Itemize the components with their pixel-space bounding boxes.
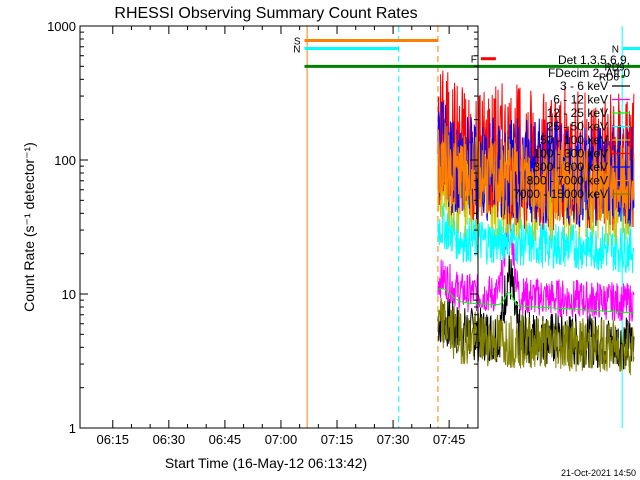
flag-label: F — [471, 55, 477, 66]
flag-label: N — [612, 44, 619, 55]
plot-border — [79, 25, 479, 429]
flag-label: S — [294, 36, 301, 47]
x-tick-label: 07:15 — [321, 432, 354, 447]
y-tick-label: 1000 — [47, 19, 76, 34]
legend-entry: 100 - 300 keV — [533, 147, 608, 161]
flag-dot — [627, 64, 631, 68]
flag-dot — [621, 74, 625, 78]
x-tick-label: 06:30 — [153, 432, 186, 447]
flag-label: RD6 — [599, 72, 619, 83]
legend-entry: 3 - 6 keV — [560, 79, 608, 93]
y-tick-label: 10 — [62, 287, 76, 302]
x-tick-label: 06:15 — [97, 432, 130, 447]
legend-header: Det 1,3,5,6,9, — [558, 53, 630, 67]
legend-entry: 300 - 800 keV — [533, 160, 608, 174]
legend-entry: 50 - 100 keV — [540, 133, 608, 147]
legend: Det 1,3,5,6,9,FDecim 2, Att 03 - 6 keV6 … — [513, 53, 630, 201]
legend-header: FDecim 2, Att 0 — [548, 66, 630, 80]
plot-frame — [79, 25, 479, 429]
legend-entry: 25 - 50 keV — [547, 120, 608, 134]
series-line — [437, 288, 635, 314]
y-axis-label: Count Rate (s⁻¹ detector⁻¹) — [21, 142, 37, 312]
flag-label: RD9 — [605, 62, 625, 73]
x-tick-label: 07:30 — [377, 432, 410, 447]
legend-entry: 12 - 25 keV — [547, 106, 608, 120]
x-tick-label: 07:45 — [433, 432, 466, 447]
chart-title: RHESSI Observing Summary Count Rates — [114, 5, 417, 22]
series-line — [437, 122, 635, 225]
legend-entry: 7000 - 15000 keV — [513, 187, 608, 201]
series-line — [437, 202, 635, 274]
legend-entry: 800 - 7000 keV — [527, 174, 608, 188]
y-axis-ticks: 1 10 100 1000 — [47, 19, 478, 436]
flag-label: N — [293, 44, 300, 55]
series-lines — [437, 70, 635, 376]
x-axis-label: Start Time (16-May-12 06:13:42) — [165, 455, 367, 471]
x-tick-label: 07:00 — [265, 432, 298, 447]
series-line — [437, 213, 635, 322]
x-axis-ticks: 06:15 06:30 06:45 07:00 07:15 07:30 07:45 — [97, 26, 469, 447]
y-tick-label: 100 — [54, 153, 76, 168]
legend-entry: 6 - 12 keV — [553, 93, 608, 107]
x-tick-label: 06:45 — [209, 432, 242, 447]
series-line — [437, 298, 635, 376]
footer-timestamp: 21-Oct-2021 14:50 — [561, 468, 636, 478]
y-tick-label: 1 — [69, 421, 76, 436]
